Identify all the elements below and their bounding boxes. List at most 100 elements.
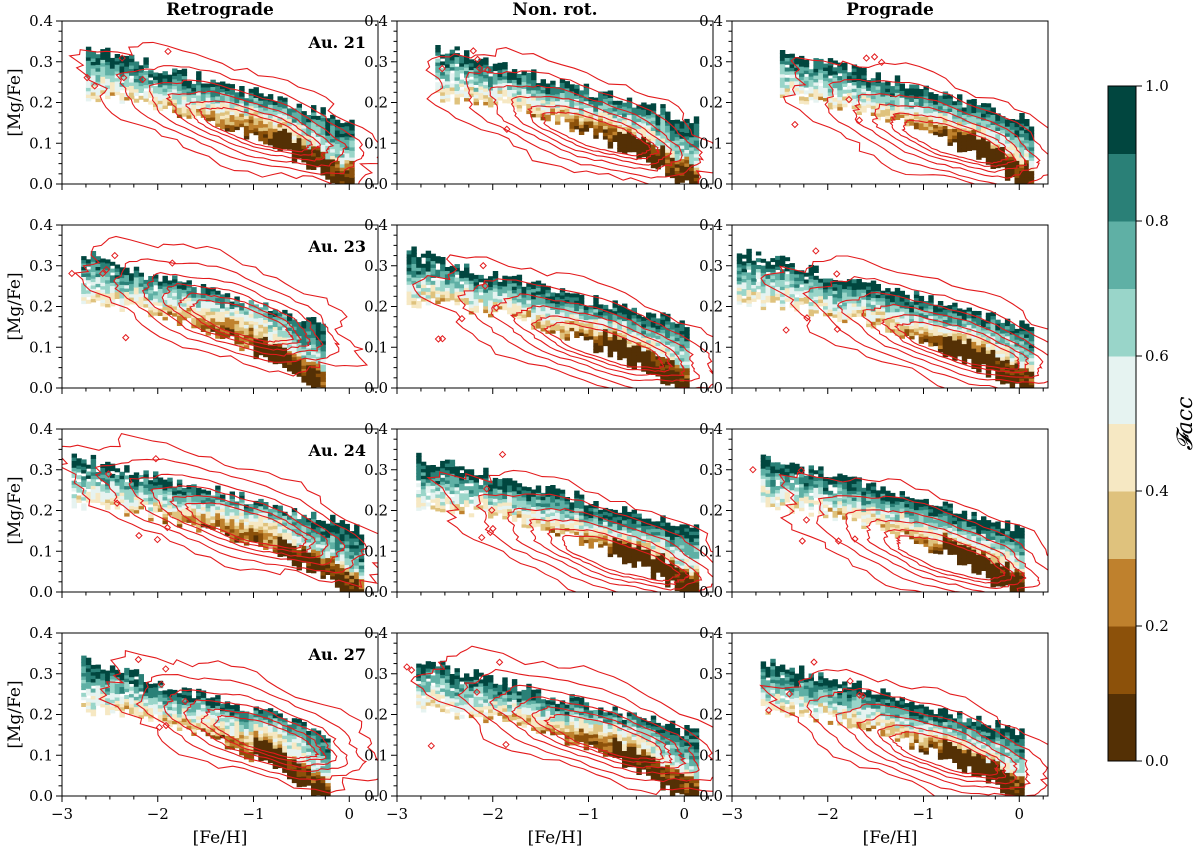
heatmap-cell <box>196 84 202 89</box>
heatmap-cell <box>291 343 298 347</box>
heatmap-cell <box>277 356 283 361</box>
heatmap-cell <box>114 70 121 75</box>
heatmap-cell <box>894 109 901 114</box>
heatmap-cell <box>282 134 288 139</box>
heatmap-cell <box>1009 156 1016 161</box>
heatmap-cell <box>660 376 666 381</box>
heatmap-cell <box>540 96 546 101</box>
heatmap-cell <box>291 336 298 341</box>
contour-line <box>425 47 713 184</box>
heatmap-cell <box>172 282 178 287</box>
heatmap-cell <box>866 306 872 311</box>
heatmap-cell <box>71 501 77 505</box>
heatmap-cell <box>545 97 551 101</box>
heatmap-cell <box>856 70 862 75</box>
heatmap-cell <box>306 327 312 332</box>
heatmap-cell <box>894 92 901 97</box>
heatmap-cell <box>765 281 771 286</box>
heatmap-cell <box>818 89 824 94</box>
heatmap-cell <box>971 327 977 332</box>
heatmap-cell <box>167 81 173 86</box>
heatmap-cell <box>215 123 221 127</box>
heatmap-cell <box>995 154 1001 158</box>
heatmap-cell <box>564 313 570 317</box>
heatmap-cell <box>153 274 159 279</box>
heatmap-cell <box>995 157 1001 162</box>
heatmap-cell <box>248 313 255 318</box>
heatmap-cell <box>325 168 331 173</box>
heatmap-cell <box>559 109 566 114</box>
heatmap-cell <box>100 275 106 280</box>
heatmap-cell <box>133 71 140 76</box>
heatmap-cell <box>526 96 532 101</box>
heatmap-cell <box>95 273 101 278</box>
heatmap-cell <box>928 312 934 317</box>
heatmap-cell <box>196 303 202 308</box>
heatmap-cell <box>574 323 580 328</box>
heatmap-cell <box>928 102 934 107</box>
heatmap-cell <box>779 90 786 95</box>
heatmap-cell <box>947 121 953 126</box>
heatmap-cell <box>129 300 135 305</box>
heatmap-cell <box>789 286 795 291</box>
heatmap-cell <box>626 353 633 358</box>
heatmap-cell <box>263 319 269 324</box>
heatmap-cell <box>602 325 609 330</box>
heatmap-cell <box>760 258 767 263</box>
heatmap-cell <box>157 103 164 108</box>
heatmap-cell <box>631 361 637 366</box>
heatmap-cell <box>981 350 987 355</box>
heatmap-cell <box>239 113 245 117</box>
heatmap-cell <box>85 279 92 284</box>
heatmap-cell <box>191 297 197 302</box>
heatmap-cell <box>282 114 288 119</box>
heatmap-cell <box>779 259 786 264</box>
heatmap-cell <box>990 332 996 337</box>
heatmap-cell <box>602 338 609 343</box>
heatmap-cell <box>957 111 963 116</box>
heatmap-cell <box>277 143 283 148</box>
heatmap-cell <box>1019 327 1025 332</box>
heatmap-cell <box>985 316 992 321</box>
heatmap-cell <box>622 126 628 131</box>
heatmap-cell <box>799 290 805 295</box>
heatmap-cell <box>957 141 963 146</box>
heatmap-cell <box>176 301 183 306</box>
heatmap-cell <box>779 276 786 280</box>
heatmap-cell <box>531 93 537 98</box>
heatmap-cell <box>105 95 111 100</box>
heatmap-cell <box>952 336 958 341</box>
heatmap-cell <box>224 114 231 119</box>
heatmap-cell <box>464 267 470 271</box>
heatmap-cell <box>971 344 977 349</box>
heatmap-cell <box>143 97 149 102</box>
heatmap-cell <box>593 114 599 119</box>
contour-line <box>73 235 369 377</box>
heatmap-cell <box>416 263 422 268</box>
heatmap-cell <box>531 315 537 320</box>
heatmap-cell <box>210 103 216 108</box>
heatmap-cell <box>334 170 341 175</box>
heatmap-cell <box>1004 143 1011 147</box>
heatmap-cell <box>741 254 747 259</box>
heatmap-cell <box>191 97 197 102</box>
heatmap-cell <box>488 100 494 104</box>
heatmap-cell <box>559 305 566 310</box>
heatmap-cell <box>95 492 101 497</box>
heatmap-cell <box>320 333 326 338</box>
heatmap-cell <box>602 318 609 323</box>
heatmap-cell <box>1014 129 1020 134</box>
heatmap-cell <box>789 273 795 278</box>
heatmap-cell <box>81 293 87 298</box>
density-contours <box>68 235 369 377</box>
heatmap-cell <box>425 298 432 302</box>
heatmap-cell <box>832 280 838 284</box>
heatmap-cell <box>243 105 250 109</box>
heatmap-cell <box>693 170 700 175</box>
heatmap-cell <box>277 339 283 344</box>
heatmap-cell <box>215 314 221 319</box>
heatmap-cell <box>186 290 192 295</box>
heatmap-cell <box>650 343 657 348</box>
heatmap-cell <box>660 356 666 361</box>
heatmap-cell <box>952 309 958 314</box>
